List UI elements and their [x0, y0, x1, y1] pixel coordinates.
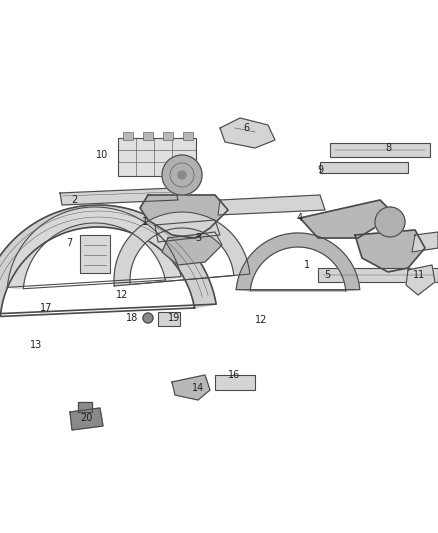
Polygon shape — [60, 188, 178, 205]
Text: 2: 2 — [72, 195, 78, 205]
Polygon shape — [355, 230, 425, 272]
Text: 9: 9 — [317, 165, 323, 175]
Bar — [320, 162, 408, 173]
Polygon shape — [0, 205, 216, 317]
Text: 8: 8 — [385, 143, 391, 153]
Polygon shape — [406, 265, 435, 295]
Bar — [118, 138, 196, 176]
Polygon shape — [140, 195, 228, 238]
Text: 13: 13 — [30, 340, 42, 350]
Bar — [183, 132, 193, 140]
Polygon shape — [300, 200, 395, 238]
Text: 10: 10 — [96, 150, 108, 160]
Circle shape — [162, 155, 202, 195]
Text: 3: 3 — [195, 233, 201, 243]
Polygon shape — [70, 408, 103, 430]
Text: 20: 20 — [80, 413, 92, 423]
Polygon shape — [412, 232, 438, 252]
Polygon shape — [236, 233, 360, 291]
Bar — [215, 375, 255, 390]
Polygon shape — [78, 402, 92, 412]
Text: 1: 1 — [142, 217, 148, 227]
Bar — [163, 132, 173, 140]
Polygon shape — [218, 195, 325, 215]
Polygon shape — [114, 212, 250, 286]
Bar — [80, 235, 110, 273]
Text: 6: 6 — [243, 123, 249, 133]
Text: 12: 12 — [255, 315, 267, 325]
Text: 11: 11 — [413, 270, 425, 280]
Text: 18: 18 — [126, 313, 138, 323]
Bar — [318, 268, 438, 282]
Polygon shape — [220, 118, 275, 148]
Circle shape — [178, 171, 186, 179]
Text: 7: 7 — [66, 238, 72, 248]
Circle shape — [375, 207, 405, 237]
Text: 16: 16 — [228, 370, 240, 380]
Polygon shape — [7, 207, 181, 289]
Text: 12: 12 — [116, 290, 128, 300]
Text: 17: 17 — [39, 303, 52, 313]
Text: 4: 4 — [297, 213, 303, 223]
Polygon shape — [155, 220, 220, 242]
Bar — [330, 143, 430, 157]
Bar — [143, 132, 153, 140]
Text: 14: 14 — [192, 383, 204, 393]
Bar — [123, 132, 133, 140]
Text: 19: 19 — [168, 313, 180, 323]
Text: 1: 1 — [304, 260, 310, 270]
Polygon shape — [172, 375, 210, 400]
Circle shape — [143, 313, 153, 323]
Text: 5: 5 — [324, 270, 330, 280]
Bar — [158, 312, 180, 326]
Polygon shape — [162, 232, 222, 265]
